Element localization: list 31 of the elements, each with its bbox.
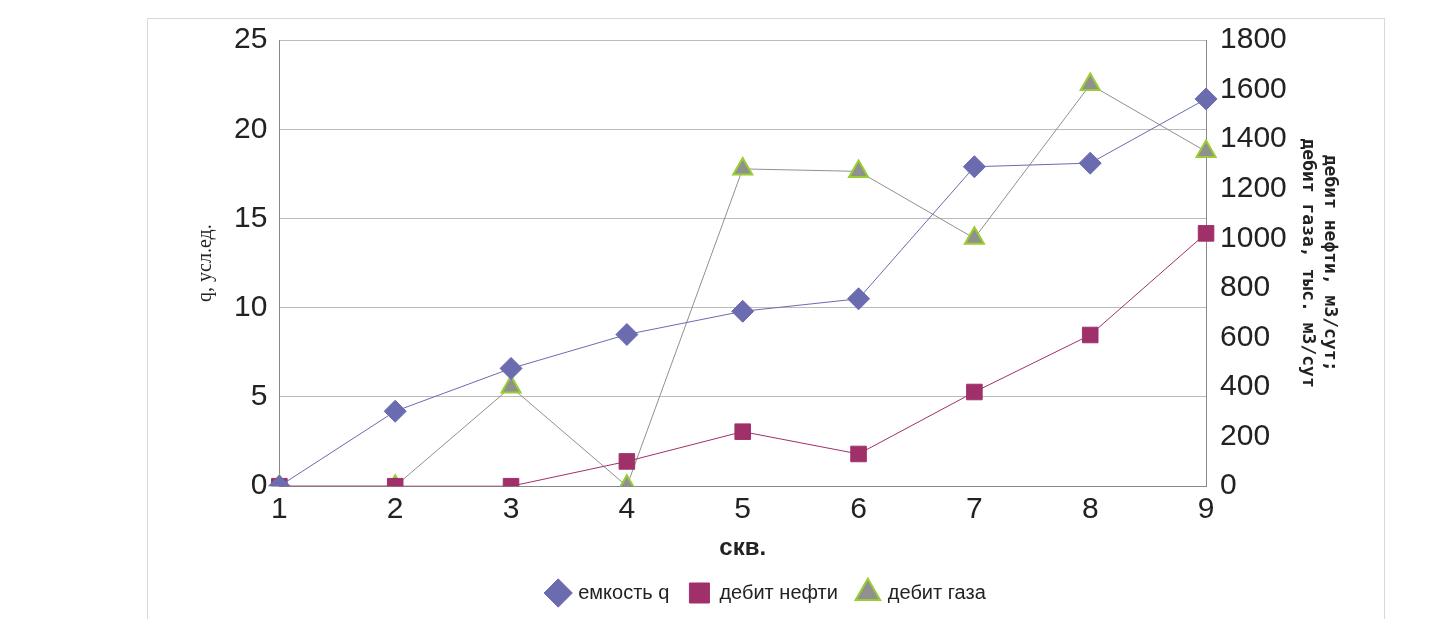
y2-tick-label: 1000 bbox=[1220, 219, 1287, 253]
y2-axis-title: дебит нефти, м3/сут; дебит газа, тыс. м3/сут bbox=[1298, 138, 1342, 388]
y-tick-label: 20 bbox=[233, 110, 268, 144]
legend-label: дебит газа bbox=[887, 580, 987, 603]
y2-tick-label: 1800 bbox=[1220, 21, 1287, 55]
x-tick-label: 4 bbox=[618, 491, 636, 525]
y-tick-label: 10 bbox=[233, 288, 268, 322]
x-tick-label: 7 bbox=[966, 491, 983, 525]
x-tick-label: 3 bbox=[502, 491, 520, 525]
x-tick-label: 6 bbox=[850, 491, 867, 525]
x-tick-label: 8 bbox=[1081, 491, 1099, 525]
y2-tick-label: 1400 bbox=[1220, 120, 1287, 154]
y-tick-label: 0 bbox=[250, 467, 268, 501]
y2-tick-label: 400 bbox=[1220, 368, 1271, 402]
y2-tick-label: 600 bbox=[1220, 318, 1271, 352]
y-tick-label: 15 bbox=[233, 199, 268, 233]
x-tick-label: 5 bbox=[734, 491, 752, 525]
x-tick-label: 1 bbox=[271, 491, 288, 525]
y-tick-label: 25 bbox=[233, 21, 268, 55]
y2-tick-label: 0 bbox=[1220, 467, 1237, 501]
legend-label: дебит нефти bbox=[719, 580, 838, 603]
y2-tick-label: 1600 bbox=[1220, 70, 1287, 104]
x-tick-label: 2 bbox=[386, 491, 404, 525]
y2-tick-label: 800 bbox=[1220, 269, 1271, 303]
y2-tick-label: 200 bbox=[1220, 417, 1271, 451]
x-tick-label: 9 bbox=[1197, 491, 1215, 525]
y-axis-title: q, усл.ед. bbox=[193, 224, 217, 302]
legend-label: емкость q bbox=[578, 580, 670, 603]
y-tick-label: 5 bbox=[250, 378, 268, 412]
y2-tick-label: 1200 bbox=[1220, 170, 1287, 203]
x-axis-title: скв. bbox=[719, 533, 767, 561]
